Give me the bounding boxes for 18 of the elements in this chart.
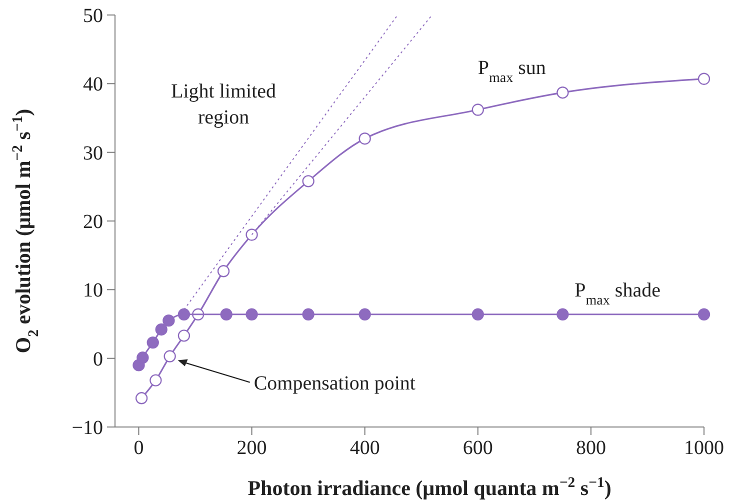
series-label: P$_{max}$ shade [574,279,661,308]
y-tick-label: 10 [83,280,103,302]
x-axis-title: Photon irradiance (μmol quanta m$^{−2}$ s$^{−1}$) [248,475,612,500]
y-tick-label: 20 [83,211,103,233]
series-label: P$_{max}$ sun [478,56,546,86]
y-tick-label: 0 [93,348,103,370]
x-tick-label: 200 [236,437,267,459]
x-tick-label: 400 [350,437,380,459]
y-tick-label: 30 [83,142,103,164]
x-tick-label: 0 [134,437,144,459]
x-tick-label: 800 [576,437,606,459]
y-tick-label: 40 [83,74,103,96]
y-tick-label: −10 [72,417,103,439]
annotation: Compensation point [254,372,416,394]
y-tick-label: 50 [83,5,103,27]
annotation: Light limited region [171,80,276,128]
x-tick-label: 600 [462,437,493,459]
x-tick-label: 1000 [684,437,724,459]
